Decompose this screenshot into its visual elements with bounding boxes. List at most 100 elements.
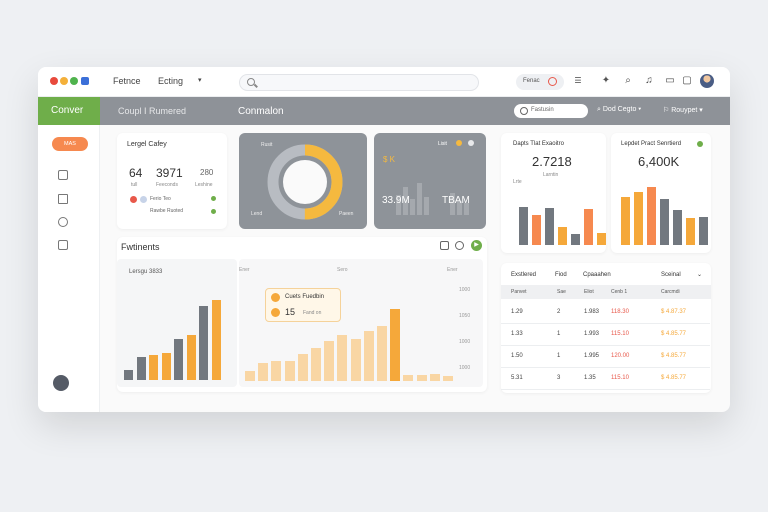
kpi-1-value: 2.7218 [532, 154, 572, 169]
header-bar: Conver Coupl I Rumered Conmalon Fastusin… [38, 97, 730, 125]
search-icon [247, 78, 255, 86]
right-bar-chart [245, 283, 459, 381]
pill-label: Fenac [523, 78, 540, 84]
window-maximize-dot[interactable] [70, 77, 78, 85]
window-close-dot[interactable] [50, 77, 58, 85]
table-subheader: Carcmdi [661, 289, 680, 295]
table-cell: 1.50 [511, 353, 523, 359]
play-icon[interactable]: ▶ [471, 240, 482, 251]
table-cell: 1.29 [511, 309, 523, 315]
menu-item-2[interactable]: Ecting [158, 76, 184, 86]
table-cell: 3 [557, 375, 561, 381]
donut-label-top: Rusit [261, 142, 273, 148]
home-icon[interactable] [58, 170, 68, 180]
header-menu-2-label: Rouypet [671, 107, 698, 114]
chevron-down-icon[interactable]: ▾ [198, 77, 202, 84]
kpi-1-bar [532, 215, 541, 245]
tag-icon[interactable] [58, 217, 68, 227]
table-cell: 1.33 [511, 331, 523, 337]
search-input[interactable] [239, 74, 479, 91]
document-icon[interactable] [58, 194, 68, 204]
avatar[interactable] [700, 74, 714, 88]
mini-badge: $ K [383, 155, 396, 164]
language-pill[interactable]: Fenac [516, 74, 564, 90]
record-icon [548, 77, 557, 86]
menu-item-1[interactable]: Fetnce [113, 76, 141, 86]
table-subheader-row: Panvet Sae Eliot Cenb 1 Carcmdi [501, 285, 711, 299]
sidebar-primary-button[interactable]: MAS [52, 137, 88, 151]
col-label-3: Ener [447, 267, 458, 273]
copy-icon[interactable] [440, 241, 449, 250]
stat-sublabel-1: tull [131, 182, 138, 188]
table-cell: 1.35 [584, 375, 596, 381]
status-dot-green [211, 196, 216, 201]
table-subheader: Panvet [511, 289, 527, 295]
mini-dot-icon [456, 140, 462, 146]
page-title: Conmalon [238, 106, 284, 117]
tooltip-value: 15 [285, 307, 296, 317]
donut-chart [267, 144, 343, 220]
stat-value-1: 64 [129, 166, 143, 180]
table-cell: 1 [557, 353, 561, 359]
tooltip-icon [271, 293, 280, 302]
bell-icon[interactable]: ♫ [645, 75, 653, 86]
donut-segment [267, 144, 343, 220]
right-chart-bar [324, 341, 335, 381]
chat-icon[interactable]: ▢ [682, 75, 692, 86]
left-chart-bar [186, 335, 196, 380]
mini-value-right: TBAM [442, 195, 470, 206]
header-menu-1-label: Dod Cegto [602, 106, 637, 113]
left-chart-bar [199, 306, 208, 380]
sort-icon[interactable]: ⌄ [697, 272, 703, 278]
kpi-2-bar [673, 210, 682, 245]
list-icon[interactable]: ☰ [574, 76, 582, 85]
table-row-divider [501, 367, 710, 368]
message-icon[interactable]: ▭ [665, 75, 675, 86]
tooltip-label: Cuets Fuedbin [285, 294, 325, 300]
table-row-divider [501, 323, 710, 324]
y-label-4: 1000 [459, 365, 471, 371]
header-search-input[interactable]: Fastusin [514, 104, 588, 118]
right-chart-bar [377, 326, 387, 381]
y-label-2: 1050 [459, 313, 471, 319]
settings-icon[interactable] [53, 375, 69, 391]
table-cell: 2 [557, 309, 561, 315]
kpi-card-2: Lepdet Pract Senrtierd 6,400K [611, 133, 711, 253]
mini-bar [464, 203, 469, 215]
table-header-1: Exstlered [511, 272, 537, 278]
right-chart-bar [284, 361, 295, 381]
kpi-2-status-dot [697, 141, 703, 147]
left-chart-label: Lersgu 3833 [129, 269, 163, 275]
clock-icon[interactable] [455, 241, 464, 250]
stat-item-1: Ferio Teo [150, 196, 171, 202]
table-cell: 1 [557, 331, 561, 337]
table-row-divider [501, 389, 710, 390]
table-header-2: Fiod [555, 272, 567, 278]
right-chart-bar [350, 339, 361, 381]
left-chart-bar [136, 357, 146, 380]
kpi-1-bar [558, 227, 567, 245]
main-chart-panel: Fwtinents ▶ Lersgu 3833 Ener Sero Ener 1… [117, 237, 487, 392]
left-chart-bar [149, 355, 158, 380]
app-window: Fetnce Ecting ▾ Fenac ☰ ✦ ⌕ ♫ ▭ ▢ Conver… [38, 67, 730, 412]
search-icon[interactable]: ⌕ [625, 75, 631, 86]
right-chart-bar [443, 376, 453, 381]
status-dot-blue [140, 196, 147, 203]
mini-label: Lisit [438, 141, 447, 147]
sidebar: MAS [38, 125, 100, 412]
table-cell: 1.993 [584, 331, 600, 337]
twitter-icon[interactable]: ✦ [601, 75, 611, 86]
mini-bar [424, 197, 429, 215]
mini-bar [410, 199, 415, 215]
col-label-1: Ener [239, 267, 250, 273]
window-minimize-dot[interactable] [60, 77, 68, 85]
table-subheader: Eliot [584, 289, 594, 295]
header-menu-1[interactable]: ⌕ Dod Cegto ▾ [597, 106, 642, 113]
table-cell: 118.30 [611, 309, 629, 315]
mini-bar [403, 187, 408, 215]
export-icon[interactable] [58, 240, 68, 250]
table-subheader: Sae [557, 289, 566, 295]
stat-item-2: Rawbe Ruoted [150, 208, 184, 214]
brand-label[interactable]: Conver [38, 97, 100, 125]
header-menu-2[interactable]: ⚐ Rouypet ▾ [663, 107, 703, 114]
